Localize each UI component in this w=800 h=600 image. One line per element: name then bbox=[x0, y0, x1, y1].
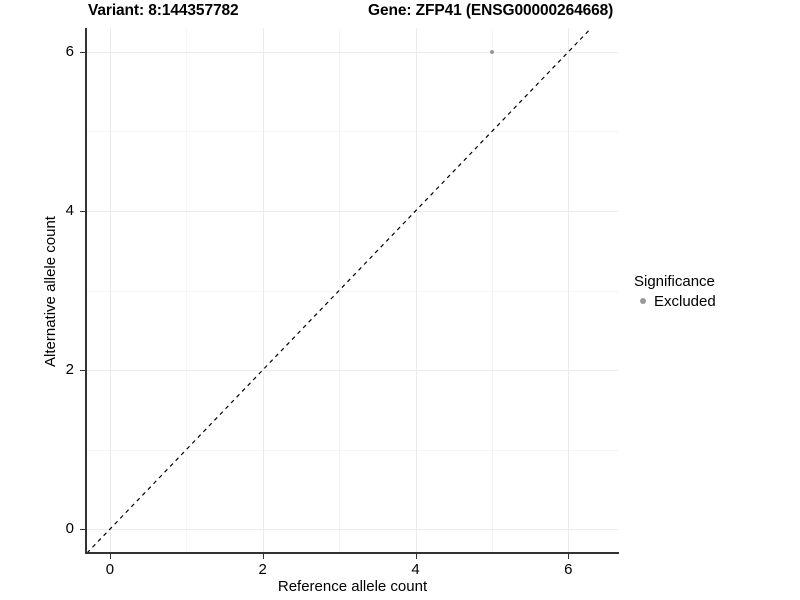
x-tick-label: 6 bbox=[564, 561, 573, 578]
gridline-major-x bbox=[568, 28, 569, 553]
x-axis-label: Reference allele count bbox=[277, 578, 428, 595]
y-tick-label: 6 bbox=[65, 42, 74, 60]
y-tick-label: 2 bbox=[65, 361, 74, 379]
x-tick-mark bbox=[110, 554, 111, 559]
x-tick-label: 0 bbox=[105, 561, 115, 578]
x-tick-label: 2 bbox=[258, 561, 267, 578]
gridline-major-y bbox=[87, 211, 618, 212]
legend: Significance Excluded bbox=[634, 272, 794, 310]
y-axis-label-wrapper: Alternative allele count bbox=[0, 0, 59, 600]
gridline-minor-x bbox=[186, 28, 187, 553]
legend-entry-label: Excluded bbox=[654, 292, 716, 310]
gridline-minor-y bbox=[87, 450, 618, 451]
legend-point-icon bbox=[634, 292, 652, 310]
gridline-major-x bbox=[416, 28, 417, 553]
y-axis-label: Alternative allele count bbox=[42, 216, 59, 367]
legend-dot bbox=[640, 298, 646, 304]
legend-title: Significance bbox=[634, 273, 715, 290]
figure-title-row: Variant: 8:144357782 Gene: ZFP41 (ENSG00… bbox=[0, 0, 800, 26]
data-point bbox=[489, 49, 494, 54]
gridline-minor-x bbox=[492, 28, 493, 553]
variant-title: Variant: 8:144357782 bbox=[88, 2, 239, 19]
x-tick-mark bbox=[568, 554, 569, 559]
y-tick-mark bbox=[80, 211, 85, 212]
y-tick-mark bbox=[80, 529, 85, 530]
y-tick-label: 0 bbox=[65, 520, 74, 538]
x-tick-label: 4 bbox=[411, 561, 420, 578]
gridline-minor-y bbox=[87, 291, 618, 292]
y-tick-mark bbox=[80, 370, 85, 371]
gridline-major-x bbox=[263, 28, 264, 553]
legend-entries: Excluded bbox=[634, 292, 794, 310]
y-axis-line bbox=[85, 28, 87, 554]
legend-entry[interactable]: Excluded bbox=[634, 292, 794, 310]
y-tick-mark bbox=[80, 52, 85, 53]
plot-panel bbox=[87, 28, 618, 553]
x-tick-mark bbox=[416, 554, 417, 559]
gridline-major-y bbox=[87, 370, 618, 371]
gridline-major-y bbox=[87, 52, 618, 53]
gridline-major-y bbox=[87, 529, 618, 530]
gridline-minor-y bbox=[87, 131, 618, 132]
x-axis-line bbox=[85, 552, 619, 554]
x-tick-mark bbox=[263, 554, 264, 559]
y-tick-label: 4 bbox=[65, 201, 74, 219]
gene-title: Gene: ZFP41 (ENSG00000264668) bbox=[368, 2, 614, 19]
gridline-major-x bbox=[110, 28, 111, 553]
gridline-minor-x bbox=[339, 28, 340, 553]
